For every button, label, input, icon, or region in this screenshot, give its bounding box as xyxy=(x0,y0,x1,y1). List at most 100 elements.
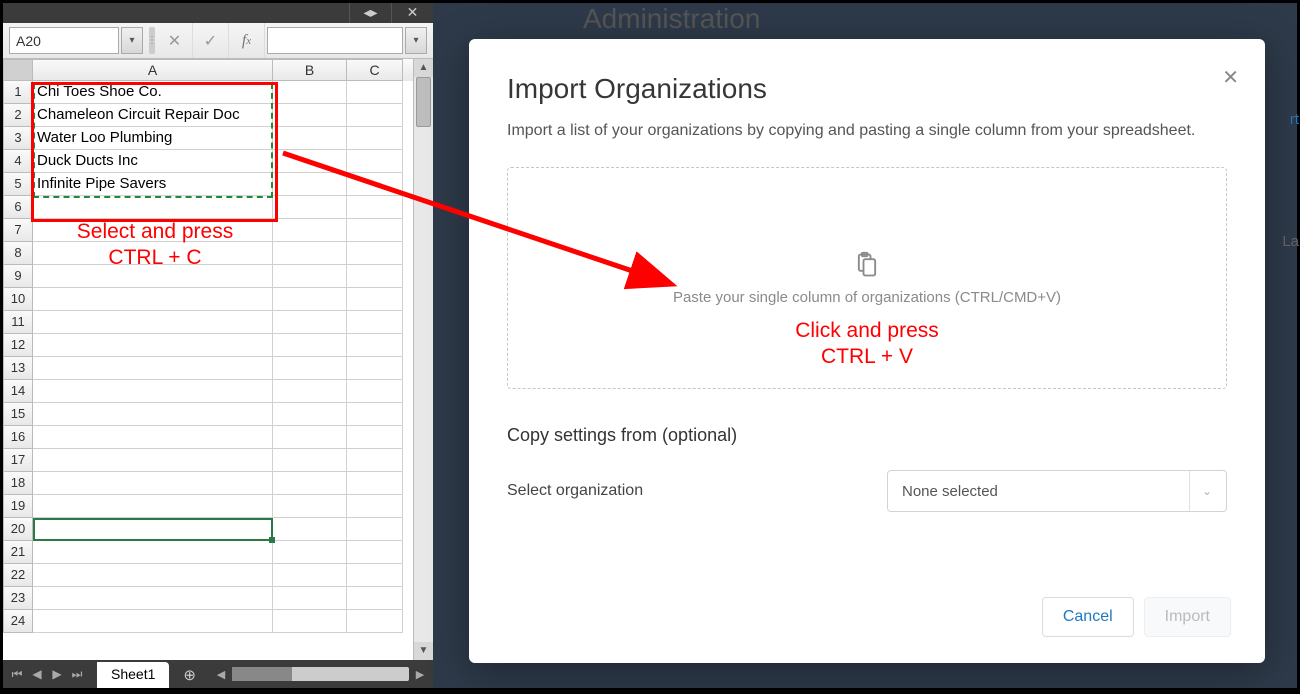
row-header[interactable]: 14 xyxy=(3,380,33,403)
cell[interactable]: Chi Toes Shoe Co. xyxy=(33,81,273,104)
cell[interactable] xyxy=(273,380,347,403)
window-control-left[interactable]: ◂▸ xyxy=(349,3,391,23)
formula-expand[interactable]: ▾ xyxy=(405,27,427,54)
cell[interactable] xyxy=(33,564,273,587)
cell[interactable] xyxy=(273,610,347,633)
cell[interactable] xyxy=(33,288,273,311)
formula-accept-icon[interactable]: ✓ xyxy=(193,23,229,58)
row-header[interactable]: 23 xyxy=(3,587,33,610)
sheet-tab[interactable]: Sheet1 xyxy=(97,662,169,688)
row-header[interactable]: 9 xyxy=(3,265,33,288)
cell[interactable] xyxy=(33,518,273,541)
cell[interactable] xyxy=(33,495,273,518)
cell[interactable] xyxy=(347,610,403,633)
scroll-thumb[interactable] xyxy=(416,77,431,127)
add-sheet-icon[interactable]: ⊕ xyxy=(175,662,204,688)
close-icon[interactable]: ✕ xyxy=(1222,65,1239,90)
hscroll-right-arrow[interactable]: ▶ xyxy=(413,668,427,681)
cell[interactable] xyxy=(273,150,347,173)
cell[interactable] xyxy=(347,173,403,196)
cell[interactable] xyxy=(347,449,403,472)
row-header[interactable]: 6 xyxy=(3,196,33,219)
cell[interactable] xyxy=(347,334,403,357)
cell[interactable] xyxy=(273,403,347,426)
hscroll-track[interactable] xyxy=(232,667,409,681)
cell[interactable] xyxy=(273,472,347,495)
cell[interactable]: Infinite Pipe Savers xyxy=(33,173,273,196)
window-close-icon[interactable]: ✕ xyxy=(391,3,433,23)
row-header[interactable]: 1 xyxy=(3,81,33,104)
row-header[interactable]: 7 xyxy=(3,219,33,242)
cancel-button[interactable]: Cancel xyxy=(1042,597,1134,637)
cell[interactable] xyxy=(347,403,403,426)
cell[interactable] xyxy=(273,173,347,196)
row-header[interactable]: 5 xyxy=(3,173,33,196)
cell[interactable] xyxy=(347,219,403,242)
cell[interactable] xyxy=(347,311,403,334)
name-box-dropdown[interactable]: ▾ xyxy=(121,27,143,54)
row-header[interactable]: 12 xyxy=(3,334,33,357)
hscroll-left-arrow[interactable]: ◀ xyxy=(214,668,228,681)
row-header[interactable]: 24 xyxy=(3,610,33,633)
scroll-down-arrow[interactable]: ▼ xyxy=(414,642,433,660)
cell[interactable]: Duck Ducts Inc xyxy=(33,150,273,173)
row-header[interactable]: 4 xyxy=(3,150,33,173)
row-header[interactable]: 22 xyxy=(3,564,33,587)
cell[interactable] xyxy=(347,541,403,564)
spreadsheet-grid[interactable]: A B C 1Chi Toes Shoe Co.2Chameleon Circu… xyxy=(3,59,433,659)
hscroll-thumb[interactable] xyxy=(232,667,292,681)
cell[interactable] xyxy=(273,127,347,150)
cell[interactable]: Chameleon Circuit Repair Doc xyxy=(33,104,273,127)
cell[interactable] xyxy=(347,495,403,518)
cell[interactable] xyxy=(347,242,403,265)
cell[interactable]: Water Loo Plumbing xyxy=(33,127,273,150)
cell[interactable] xyxy=(33,403,273,426)
cell[interactable] xyxy=(273,196,347,219)
cell[interactable] xyxy=(347,288,403,311)
row-header[interactable]: 8 xyxy=(3,242,33,265)
cell[interactable] xyxy=(347,196,403,219)
cell[interactable] xyxy=(33,541,273,564)
sheet-nav-last[interactable]: ⏭ xyxy=(67,660,87,688)
cell[interactable] xyxy=(33,587,273,610)
cell[interactable] xyxy=(273,518,347,541)
import-button[interactable]: Import xyxy=(1144,597,1231,637)
cell[interactable] xyxy=(273,495,347,518)
cell[interactable] xyxy=(347,150,403,173)
row-header[interactable]: 16 xyxy=(3,426,33,449)
row-header[interactable]: 19 xyxy=(3,495,33,518)
row-header[interactable]: 10 xyxy=(3,288,33,311)
cell[interactable] xyxy=(273,541,347,564)
select-org-dropdown[interactable]: None selected ⌄ xyxy=(887,470,1227,512)
vertical-scrollbar[interactable]: ▲ ▼ xyxy=(413,59,433,660)
column-header-a[interactable]: A xyxy=(33,59,273,81)
cell[interactable] xyxy=(347,472,403,495)
row-header[interactable]: 17 xyxy=(3,449,33,472)
cell[interactable] xyxy=(33,426,273,449)
cell[interactable] xyxy=(347,265,403,288)
cell[interactable] xyxy=(33,334,273,357)
cell[interactable] xyxy=(347,380,403,403)
cell[interactable] xyxy=(33,357,273,380)
cell[interactable] xyxy=(347,564,403,587)
sheet-nav-first[interactable]: ⏮ xyxy=(7,660,27,688)
cell[interactable] xyxy=(33,610,273,633)
cell[interactable] xyxy=(273,587,347,610)
cell[interactable] xyxy=(273,334,347,357)
formula-input[interactable] xyxy=(267,27,403,54)
paste-dropzone[interactable]: Paste your single column of organization… xyxy=(507,167,1227,389)
cell[interactable] xyxy=(273,81,347,104)
cell[interactable] xyxy=(347,81,403,104)
cell[interactable] xyxy=(273,564,347,587)
name-box[interactable]: A20 xyxy=(9,27,119,54)
cell[interactable] xyxy=(273,104,347,127)
cell[interactable] xyxy=(347,587,403,610)
column-header-b[interactable]: B xyxy=(273,59,347,81)
cell[interactable] xyxy=(273,265,347,288)
cell[interactable] xyxy=(273,242,347,265)
cell[interactable] xyxy=(347,357,403,380)
cell[interactable] xyxy=(273,357,347,380)
row-header[interactable]: 13 xyxy=(3,357,33,380)
row-header[interactable]: 15 xyxy=(3,403,33,426)
cell[interactable] xyxy=(33,311,273,334)
